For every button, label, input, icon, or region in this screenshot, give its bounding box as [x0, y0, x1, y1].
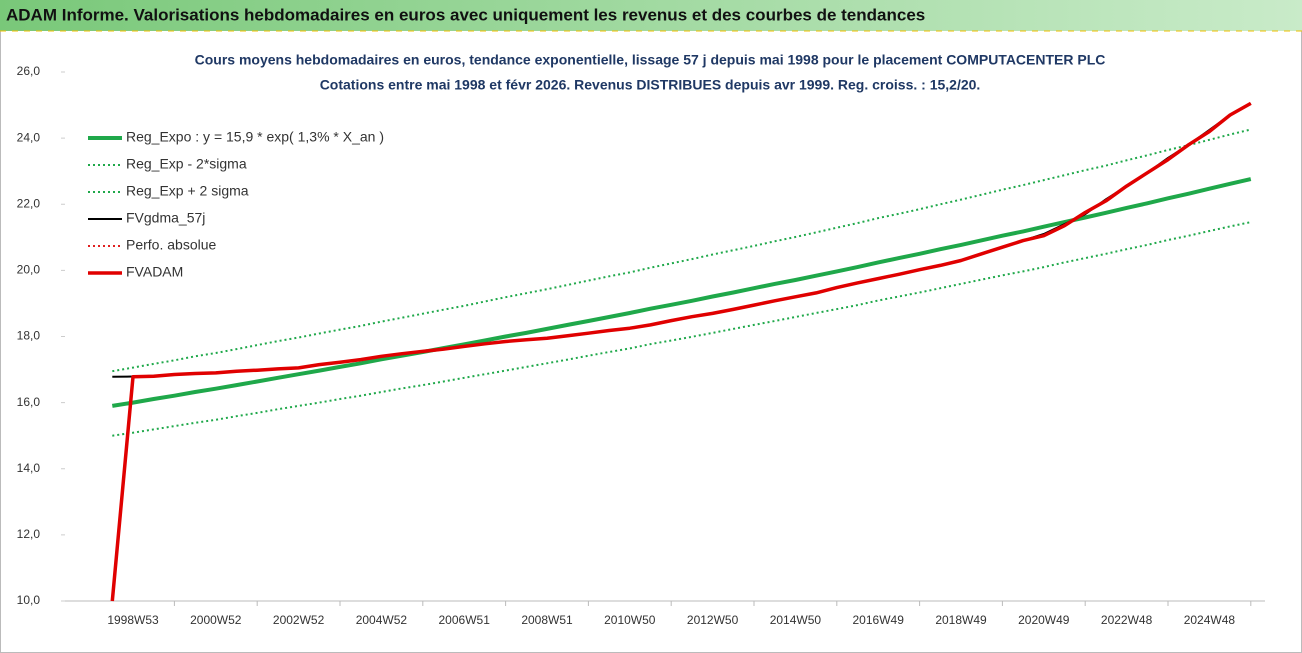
- x-tick-label: 2000W52: [190, 613, 242, 627]
- x-tick-label: 2020W49: [1018, 613, 1070, 627]
- x-tick-label: 2012W50: [687, 613, 739, 627]
- x-tick-label: 2024W48: [1184, 613, 1236, 627]
- header-bar: [0, 0, 1302, 31]
- y-tick-label: 18,0: [17, 329, 41, 343]
- legend-label: Reg_Exp - 2*sigma: [126, 156, 247, 172]
- legend-label: Reg_Expo : y = 15,9 * exp( 1,3% * X_an ): [126, 129, 384, 145]
- x-tick-label: 2018W49: [935, 613, 987, 627]
- chart-title: Cours moyens hebdomadaires en euros, ten…: [195, 52, 1106, 68]
- x-tick-label: 2022W48: [1101, 613, 1153, 627]
- x-tick-label: 2006W51: [439, 613, 491, 627]
- legend-label: Perfo. absolue: [126, 237, 216, 253]
- x-tick-label: 2016W49: [853, 613, 905, 627]
- series-line: [111, 177, 1252, 408]
- y-tick-label: 10,0: [17, 593, 41, 607]
- x-tick-label: 2014W50: [770, 613, 822, 627]
- y-tick-label: 24,0: [17, 130, 41, 144]
- y-tick-label: 14,0: [17, 461, 41, 475]
- y-tick-label: 26,0: [17, 64, 41, 78]
- x-tick-label: 2010W50: [604, 613, 656, 627]
- x-tick-label: 1998W53: [107, 613, 159, 627]
- y-tick-label: 16,0: [17, 395, 41, 409]
- x-tick-label: 2004W52: [356, 613, 408, 627]
- legend-label: FVgdma_57j: [126, 210, 205, 226]
- x-tick-label: 2008W51: [521, 613, 573, 627]
- y-tick-label: 12,0: [17, 527, 41, 541]
- header-title: ADAM Informe. Valorisations hebdomadaire…: [6, 5, 925, 24]
- legend-label: Reg_Exp + 2 sigma: [126, 183, 249, 199]
- legend-label: FVADAM: [126, 264, 183, 280]
- y-tick-label: 20,0: [17, 263, 41, 277]
- chart-subtitle: Cotations entre mai 1998 et févr 2026. R…: [320, 77, 981, 93]
- y-tick-label: 22,0: [17, 196, 41, 210]
- series-line: [110, 101, 1252, 602]
- x-tick-label: 2002W52: [273, 613, 325, 627]
